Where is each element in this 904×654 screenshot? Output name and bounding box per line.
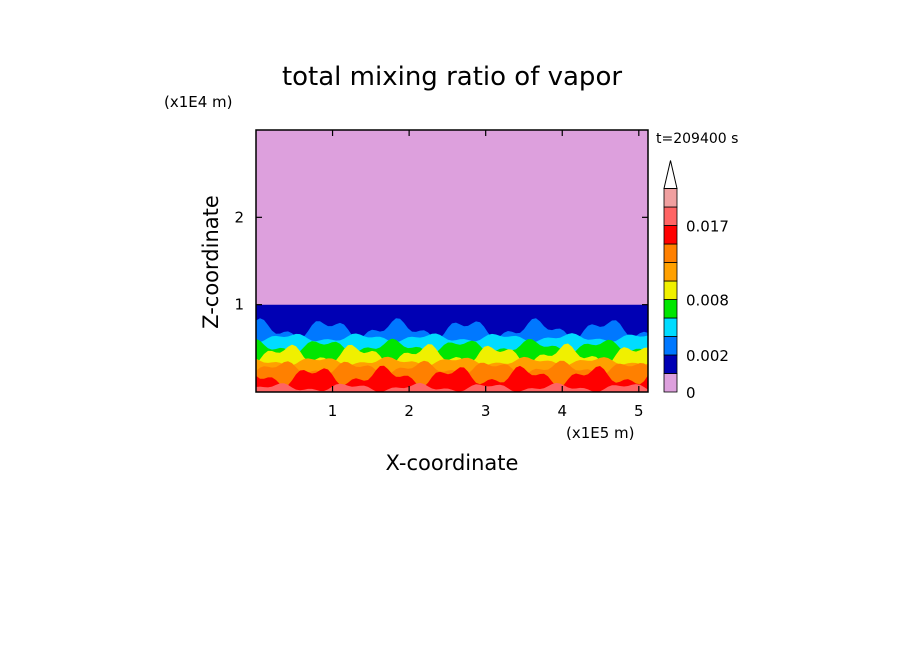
time-label: t=209400 s (656, 131, 738, 147)
colorbar-swatch (663, 317, 678, 337)
colorbar: 0 0.002 0.008 0.017 (663, 160, 729, 402)
colorbar-swatch (663, 225, 678, 245)
colorbar-tick-label: 0.002 (686, 347, 729, 365)
colorbar-tick-label: 0.008 (686, 292, 729, 310)
colorbar-swatch (663, 354, 678, 374)
colorbar-tick-label: 0.017 (686, 218, 729, 236)
colorbar-extend-triangle (663, 160, 678, 189)
contour-band (256, 382, 648, 392)
x-tick-label: 4 (557, 402, 567, 420)
plot-frame (255, 129, 649, 393)
x-axis-ticks: 1 2 3 4 5 (328, 130, 644, 420)
y-axis-title: Z-coordinate (199, 195, 223, 329)
x-axis-title: X-coordinate (386, 451, 519, 475)
y-tick-label: 2 (234, 208, 244, 226)
y-tick-label: 1 (234, 296, 244, 314)
x-tick-label: 2 (404, 402, 414, 420)
contour-field (256, 130, 648, 392)
z-unit-label: (x1E4 m) (164, 93, 233, 111)
colorbar-tick-label: 0 (686, 384, 696, 402)
colorbar-swatch (663, 243, 678, 263)
colorbar-swatch (663, 336, 678, 356)
y-axis-ticks: 12 (234, 208, 648, 314)
colorbar-swatch (663, 373, 678, 393)
x-tick-label: 1 (328, 402, 338, 420)
colorbar-swatch (663, 280, 678, 300)
x-unit-label: (x1E5 m) (566, 424, 635, 442)
x-tick-label: 3 (481, 402, 491, 420)
x-tick-label: 5 (634, 402, 644, 420)
colorbar-swatch (663, 188, 678, 208)
colorbar-swatch (663, 206, 678, 226)
chart-title: total mixing ratio of vapor (282, 62, 622, 92)
colorbar-swatch (663, 299, 678, 319)
colorbar-swatch (663, 262, 678, 282)
